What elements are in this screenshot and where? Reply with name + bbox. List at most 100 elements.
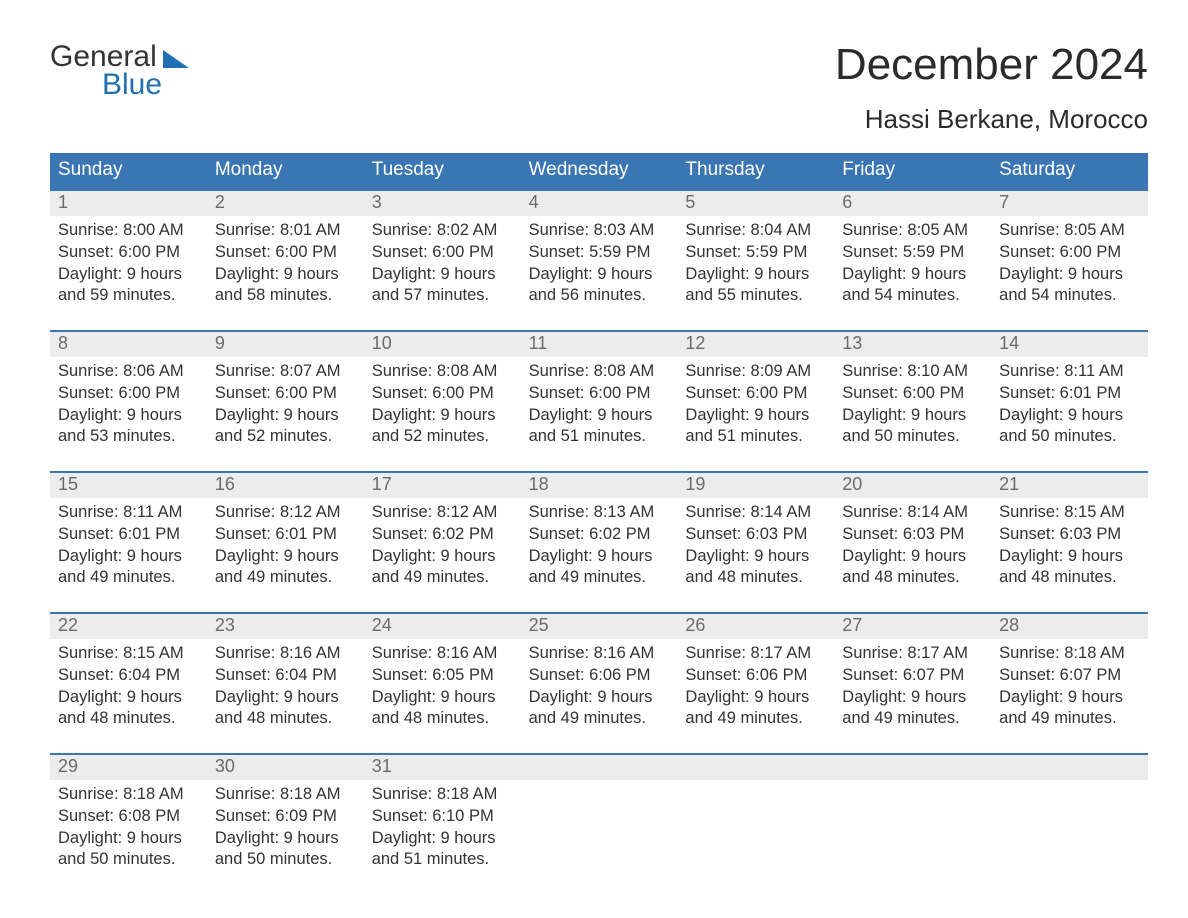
day-cell: Sunrise: 8:05 AMSunset: 6:00 PMDaylight:… bbox=[991, 216, 1148, 312]
day-cell: Sunrise: 8:15 AMSunset: 6:04 PMDaylight:… bbox=[50, 639, 207, 735]
day-cell: Sunrise: 8:17 AMSunset: 6:06 PMDaylight:… bbox=[677, 639, 834, 735]
daylight-line2: and 54 minutes. bbox=[999, 285, 1140, 307]
daylight-line2: and 51 minutes. bbox=[685, 426, 826, 448]
sunrise-line: Sunrise: 8:03 AM bbox=[529, 220, 670, 242]
brand-word2: Blue bbox=[102, 68, 162, 102]
sunrise-line: Sunrise: 8:07 AM bbox=[215, 361, 356, 383]
sunrise-line: Sunrise: 8:10 AM bbox=[842, 361, 983, 383]
daylight-line2: and 49 minutes. bbox=[999, 708, 1140, 730]
sunset-line: Sunset: 6:01 PM bbox=[999, 383, 1140, 405]
sunset-line: Sunset: 6:07 PM bbox=[999, 665, 1140, 687]
day-number: 17 bbox=[364, 473, 521, 498]
day-cell: Sunrise: 8:14 AMSunset: 6:03 PMDaylight:… bbox=[834, 498, 991, 594]
sunset-line: Sunset: 6:03 PM bbox=[999, 524, 1140, 546]
sunset-line: Sunset: 6:04 PM bbox=[215, 665, 356, 687]
weekday-header: Friday bbox=[834, 153, 991, 189]
sunrise-line: Sunrise: 8:16 AM bbox=[215, 643, 356, 665]
daylight-line2: and 53 minutes. bbox=[58, 426, 199, 448]
day-cell bbox=[834, 780, 991, 876]
sunset-line: Sunset: 6:00 PM bbox=[842, 383, 983, 405]
sunset-line: Sunset: 6:00 PM bbox=[372, 242, 513, 264]
day-cell: Sunrise: 8:16 AMSunset: 6:05 PMDaylight:… bbox=[364, 639, 521, 735]
day-number: 13 bbox=[834, 332, 991, 357]
day-cell: Sunrise: 8:18 AMSunset: 6:09 PMDaylight:… bbox=[207, 780, 364, 876]
day-cell: Sunrise: 8:00 AMSunset: 6:00 PMDaylight:… bbox=[50, 216, 207, 312]
sunset-line: Sunset: 6:00 PM bbox=[685, 383, 826, 405]
sunset-line: Sunset: 6:02 PM bbox=[529, 524, 670, 546]
day-cell: Sunrise: 8:01 AMSunset: 6:00 PMDaylight:… bbox=[207, 216, 364, 312]
daylight-line2: and 58 minutes. bbox=[215, 285, 356, 307]
daylight-line2: and 49 minutes. bbox=[529, 708, 670, 730]
weekday-header-row: SundayMondayTuesdayWednesdayThursdayFrid… bbox=[50, 153, 1148, 189]
daynum-row: 1234567 bbox=[50, 191, 1148, 216]
sunrise-line: Sunrise: 8:18 AM bbox=[999, 643, 1140, 665]
day-cell: Sunrise: 8:12 AMSunset: 6:01 PMDaylight:… bbox=[207, 498, 364, 594]
sunrise-line: Sunrise: 8:16 AM bbox=[372, 643, 513, 665]
daylight-line2: and 54 minutes. bbox=[842, 285, 983, 307]
daylight-line1: Daylight: 9 hours bbox=[685, 264, 826, 286]
day-number: 1 bbox=[50, 191, 207, 216]
day-number: 14 bbox=[991, 332, 1148, 357]
day-number: 9 bbox=[207, 332, 364, 357]
daylight-line2: and 48 minutes. bbox=[999, 567, 1140, 589]
daylight-line2: and 49 minutes. bbox=[842, 708, 983, 730]
day-cell: Sunrise: 8:11 AMSunset: 6:01 PMDaylight:… bbox=[991, 357, 1148, 453]
daylight-line2: and 48 minutes. bbox=[372, 708, 513, 730]
day-number bbox=[521, 755, 678, 780]
day-number: 5 bbox=[677, 191, 834, 216]
weekday-header: Sunday bbox=[50, 153, 207, 189]
page-title: December 2024 bbox=[835, 40, 1148, 90]
day-cell bbox=[521, 780, 678, 876]
sunrise-line: Sunrise: 8:11 AM bbox=[999, 361, 1140, 383]
sunrise-line: Sunrise: 8:08 AM bbox=[372, 361, 513, 383]
day-number: 27 bbox=[834, 614, 991, 639]
sunrise-line: Sunrise: 8:08 AM bbox=[529, 361, 670, 383]
day-number: 8 bbox=[50, 332, 207, 357]
calendar-week: 1234567Sunrise: 8:00 AMSunset: 6:00 PMDa… bbox=[50, 189, 1148, 312]
sunset-line: Sunset: 6:03 PM bbox=[685, 524, 826, 546]
sunset-line: Sunset: 6:09 PM bbox=[215, 806, 356, 828]
day-number: 28 bbox=[991, 614, 1148, 639]
sunrise-line: Sunrise: 8:16 AM bbox=[529, 643, 670, 665]
day-number: 29 bbox=[50, 755, 207, 780]
sunset-line: Sunset: 6:02 PM bbox=[372, 524, 513, 546]
daynum-row: 15161718192021 bbox=[50, 473, 1148, 498]
weekday-header: Tuesday bbox=[364, 153, 521, 189]
daylight-line1: Daylight: 9 hours bbox=[842, 687, 983, 709]
sunrise-line: Sunrise: 8:06 AM bbox=[58, 361, 199, 383]
daylight-line2: and 50 minutes. bbox=[842, 426, 983, 448]
day-number bbox=[991, 755, 1148, 780]
sunset-line: Sunset: 6:01 PM bbox=[58, 524, 199, 546]
sunset-line: Sunset: 6:01 PM bbox=[215, 524, 356, 546]
day-number: 19 bbox=[677, 473, 834, 498]
day-cell: Sunrise: 8:07 AMSunset: 6:00 PMDaylight:… bbox=[207, 357, 364, 453]
weekday-header: Thursday bbox=[677, 153, 834, 189]
weekday-header: Monday bbox=[207, 153, 364, 189]
day-number: 22 bbox=[50, 614, 207, 639]
day-cell: Sunrise: 8:03 AMSunset: 5:59 PMDaylight:… bbox=[521, 216, 678, 312]
day-cell: Sunrise: 8:10 AMSunset: 6:00 PMDaylight:… bbox=[834, 357, 991, 453]
sunset-line: Sunset: 6:00 PM bbox=[529, 383, 670, 405]
daylight-line1: Daylight: 9 hours bbox=[58, 264, 199, 286]
daylight-line1: Daylight: 9 hours bbox=[529, 546, 670, 568]
daynum-row: 891011121314 bbox=[50, 332, 1148, 357]
day-number bbox=[677, 755, 834, 780]
brand-triangle-icon bbox=[163, 50, 189, 68]
day-number: 7 bbox=[991, 191, 1148, 216]
sunrise-line: Sunrise: 8:13 AM bbox=[529, 502, 670, 524]
day-number: 15 bbox=[50, 473, 207, 498]
day-cell: Sunrise: 8:16 AMSunset: 6:04 PMDaylight:… bbox=[207, 639, 364, 735]
day-number: 24 bbox=[364, 614, 521, 639]
sunrise-line: Sunrise: 8:09 AM bbox=[685, 361, 826, 383]
sunset-line: Sunset: 6:08 PM bbox=[58, 806, 199, 828]
day-number: 10 bbox=[364, 332, 521, 357]
day-cell: Sunrise: 8:08 AMSunset: 6:00 PMDaylight:… bbox=[364, 357, 521, 453]
daylight-line1: Daylight: 9 hours bbox=[529, 264, 670, 286]
daylight-line1: Daylight: 9 hours bbox=[372, 405, 513, 427]
daylight-line1: Daylight: 9 hours bbox=[685, 546, 826, 568]
sunset-line: Sunset: 6:00 PM bbox=[215, 242, 356, 264]
sunset-line: Sunset: 5:59 PM bbox=[842, 242, 983, 264]
daylight-line1: Daylight: 9 hours bbox=[842, 546, 983, 568]
day-number: 4 bbox=[521, 191, 678, 216]
day-cell: Sunrise: 8:08 AMSunset: 6:00 PMDaylight:… bbox=[521, 357, 678, 453]
